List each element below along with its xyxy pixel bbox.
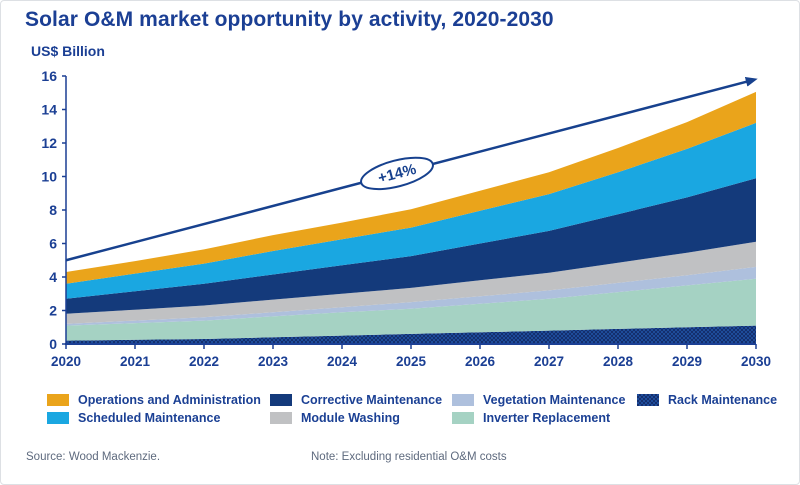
legend-label: Scheduled Maintenance (78, 411, 221, 425)
chart-title: Solar O&M market opportunity by activity… (25, 8, 554, 31)
x-tick-label: 2020 (51, 354, 81, 369)
y-tick-label: 10 (41, 169, 57, 185)
exclusion-note: Note: Excluding residential O&M costs (311, 451, 507, 463)
x-tick-label: 2030 (741, 354, 771, 369)
legend-item-corrective-maintenance: Corrective Maintenance (270, 393, 452, 407)
area-scheduled-maintenance (66, 122, 756, 299)
axis-labels: 0 2 4 6 8 10 12 14 16 2020 2021 2022 2023 2024 2025 202… (41, 68, 771, 369)
y-tick-label: 14 (41, 102, 57, 118)
legend-item-scheduled-maintenance: Scheduled Maintenance (47, 411, 270, 425)
x-tick-label: 2028 (603, 354, 634, 369)
legend-column: Vegetation Maintenance Inverter Replaceme… (452, 393, 637, 425)
area-rack-maintenance (66, 325, 756, 344)
y-axis-title: US$ Billion (31, 43, 105, 59)
x-tick-label: 2022 (189, 354, 219, 369)
legend-item-vegetation-maintenance: Vegetation Maintenance (452, 393, 637, 407)
x-tick-label: 2026 (465, 354, 496, 369)
stacked-areas (66, 91, 756, 344)
area-inverter-replacement (66, 278, 756, 341)
x-tick-label: 2029 (672, 354, 702, 369)
y-tick-label: 8 (49, 202, 57, 218)
y-tick-label: 12 (41, 135, 57, 151)
area-operations-and-administration (66, 91, 756, 284)
y-tick-label: 6 (49, 236, 57, 252)
legend-column: Corrective Maintenance Module Washing (270, 393, 452, 425)
legend-label: Rack Maintenance (668, 393, 778, 407)
area-module-washing (66, 241, 756, 324)
y-tick-label: 4 (49, 269, 57, 285)
legend-swatch-corrective-maintenance (270, 394, 292, 406)
legend-swatch-vegetation-maintenance (452, 394, 474, 406)
cagr-annotation: +14% (360, 156, 434, 191)
x-tick-label: 2023 (258, 354, 289, 369)
legend-swatch-operations-and-administration (47, 394, 69, 406)
legend-column: Rack Maintenance (637, 393, 777, 425)
legend-item-rack-maintenance: Rack Maintenance (637, 393, 777, 407)
legend-swatch-scheduled-maintenance (47, 412, 69, 424)
legend-column: Operations and Administration Scheduled M… (47, 393, 270, 425)
y-tick-label: 2 (49, 303, 57, 319)
legend-item-operations-and-administration: Operations and Administration (47, 393, 270, 407)
legend: Operations and Administration Scheduled M… (47, 393, 777, 425)
legend-item-module-washing: Module Washing (270, 411, 452, 425)
area-corrective-maintenance (66, 178, 756, 314)
y-tick-label: 0 (49, 336, 57, 352)
legend-label: Operations and Administration (78, 393, 261, 407)
legend-swatch-inverter-replacement (452, 412, 474, 424)
x-tick-label: 2021 (120, 354, 151, 369)
x-tick-label: 2027 (534, 354, 564, 369)
legend-label: Corrective Maintenance (301, 393, 443, 407)
legend-label: Module Washing (301, 411, 400, 425)
legend-swatch-module-washing (270, 412, 292, 424)
stacked-area-chart: 0 2 4 6 8 10 12 14 16 2020 2021 2022 2023 2024 2025 202… (41, 68, 771, 369)
legend-label: Vegetation Maintenance (483, 393, 626, 407)
legend-item-inverter-replacement: Inverter Replacement (452, 411, 637, 425)
legend-label: Inverter Replacement (483, 411, 611, 425)
y-tick-label: 16 (41, 68, 57, 84)
x-tick-label: 2024 (327, 354, 358, 369)
axes (62, 75, 757, 349)
source-note: Source: Wood Mackenzie. (26, 451, 161, 463)
x-tick-label: 2025 (396, 354, 427, 369)
legend-swatch-rack-maintenance (637, 394, 659, 406)
